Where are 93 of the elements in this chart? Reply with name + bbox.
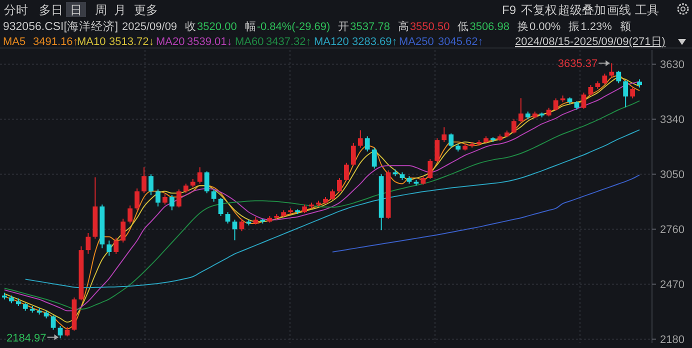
candlestick — [162, 194, 168, 206]
text: MA120 — [314, 36, 349, 48]
candlestick — [50, 315, 56, 330]
candlestick — [602, 73, 608, 85]
candlestick — [120, 218, 126, 243]
y-tick-label: 3050 — [660, 169, 684, 182]
candlestick — [442, 126, 447, 142]
text: 低 — [458, 21, 469, 33]
candlestick — [183, 183, 188, 194]
text: 3506.98 — [470, 21, 510, 33]
candlestick — [225, 212, 230, 224]
candlestick — [114, 237, 119, 254]
candlestick — [428, 158, 433, 180]
text: 工具 — [635, 3, 659, 17]
candlestick — [630, 86, 636, 99]
candlestick — [134, 188, 140, 211]
text: 画线 — [607, 3, 631, 17]
candlestick — [330, 188, 335, 200]
candlestick — [64, 326, 70, 337]
candlestick — [204, 170, 210, 194]
candlestick — [218, 197, 224, 216]
candlestick — [239, 218, 244, 232]
text: F9 — [502, 3, 516, 17]
text: 不复权 — [521, 3, 557, 17]
candlestick — [170, 194, 174, 211]
candlestick — [86, 232, 91, 254]
text: 0.00% — [529, 21, 561, 33]
text: -0.84%(-29.69) — [256, 21, 330, 33]
y-tick-label: 2180 — [660, 334, 684, 346]
text: 振 — [568, 21, 580, 33]
annotation: 3635.37 — [558, 58, 598, 70]
text: 更多 — [134, 3, 158, 17]
text: 3283.69↑ — [352, 36, 398, 48]
text: 分时 — [4, 3, 28, 17]
text: 周 — [95, 3, 107, 17]
candlestick — [128, 205, 133, 224]
text: 3491.16↑ — [33, 36, 78, 48]
y-tick-label: 3340 — [660, 114, 684, 126]
text: MA5 — [3, 36, 26, 48]
text: 开 — [338, 21, 350, 33]
text: 3520.00 — [197, 21, 237, 33]
text: 3513.72↓ — [109, 36, 154, 48]
text: MA250 — [399, 36, 434, 48]
candlestick — [148, 174, 154, 196]
line-series — [24, 129, 640, 288]
candlestick — [344, 162, 349, 182]
text: 2025/09/09 — [122, 21, 178, 33]
candlestick — [623, 80, 628, 108]
candlestick — [232, 219, 238, 241]
candlestick — [350, 142, 356, 166]
candlestick — [518, 98, 524, 123]
line-series — [332, 174, 640, 252]
text: 高 — [398, 20, 409, 33]
candlestick — [372, 147, 377, 170]
text: 月 — [114, 3, 126, 17]
text: 1.23% — [580, 21, 612, 33]
text: 换 — [517, 21, 528, 33]
candlestick — [142, 166, 146, 194]
candlestick — [448, 132, 454, 148]
candlestick — [337, 178, 342, 193]
candlestick — [358, 130, 363, 148]
y-tick-label: 3630 — [660, 59, 684, 72]
text: 3550.50 — [410, 21, 450, 33]
candlestick — [156, 188, 160, 207]
candlestick — [616, 70, 622, 84]
candlestick — [581, 92, 586, 110]
text: MA10 — [77, 36, 106, 48]
candlestick — [609, 62, 614, 78]
text: 3045.62↑ — [438, 36, 484, 48]
candlestick — [106, 240, 112, 256]
text: MA20 — [156, 36, 185, 48]
text: 幅 — [244, 21, 256, 33]
candlestick — [197, 166, 202, 184]
candlestick — [364, 136, 370, 152]
text: 多日 — [39, 3, 63, 17]
candlestick — [588, 84, 594, 96]
text: 3539.01↓ — [187, 36, 232, 48]
text: 3537.78 — [350, 21, 390, 33]
chart-title: 932056.CSI[海洋经济] — [3, 19, 118, 33]
text: 额 — [620, 20, 631, 33]
text: 日 — [70, 3, 82, 17]
candlestick — [511, 118, 516, 134]
text: 2024/08/15-2025/09/09(271日) — [515, 36, 666, 48]
candlestick — [434, 138, 440, 162]
text: MA60 — [235, 36, 264, 48]
y-tick-label: 2760 — [660, 224, 684, 236]
candlestick — [211, 188, 216, 202]
candlestick — [176, 188, 182, 208]
annotation: 2184.97 — [6, 332, 46, 344]
text: 3437.32↑ — [266, 36, 312, 48]
y-tick-label: 2470 — [660, 279, 684, 292]
text: 超级叠加 — [558, 3, 606, 17]
text: 收 — [185, 21, 196, 33]
